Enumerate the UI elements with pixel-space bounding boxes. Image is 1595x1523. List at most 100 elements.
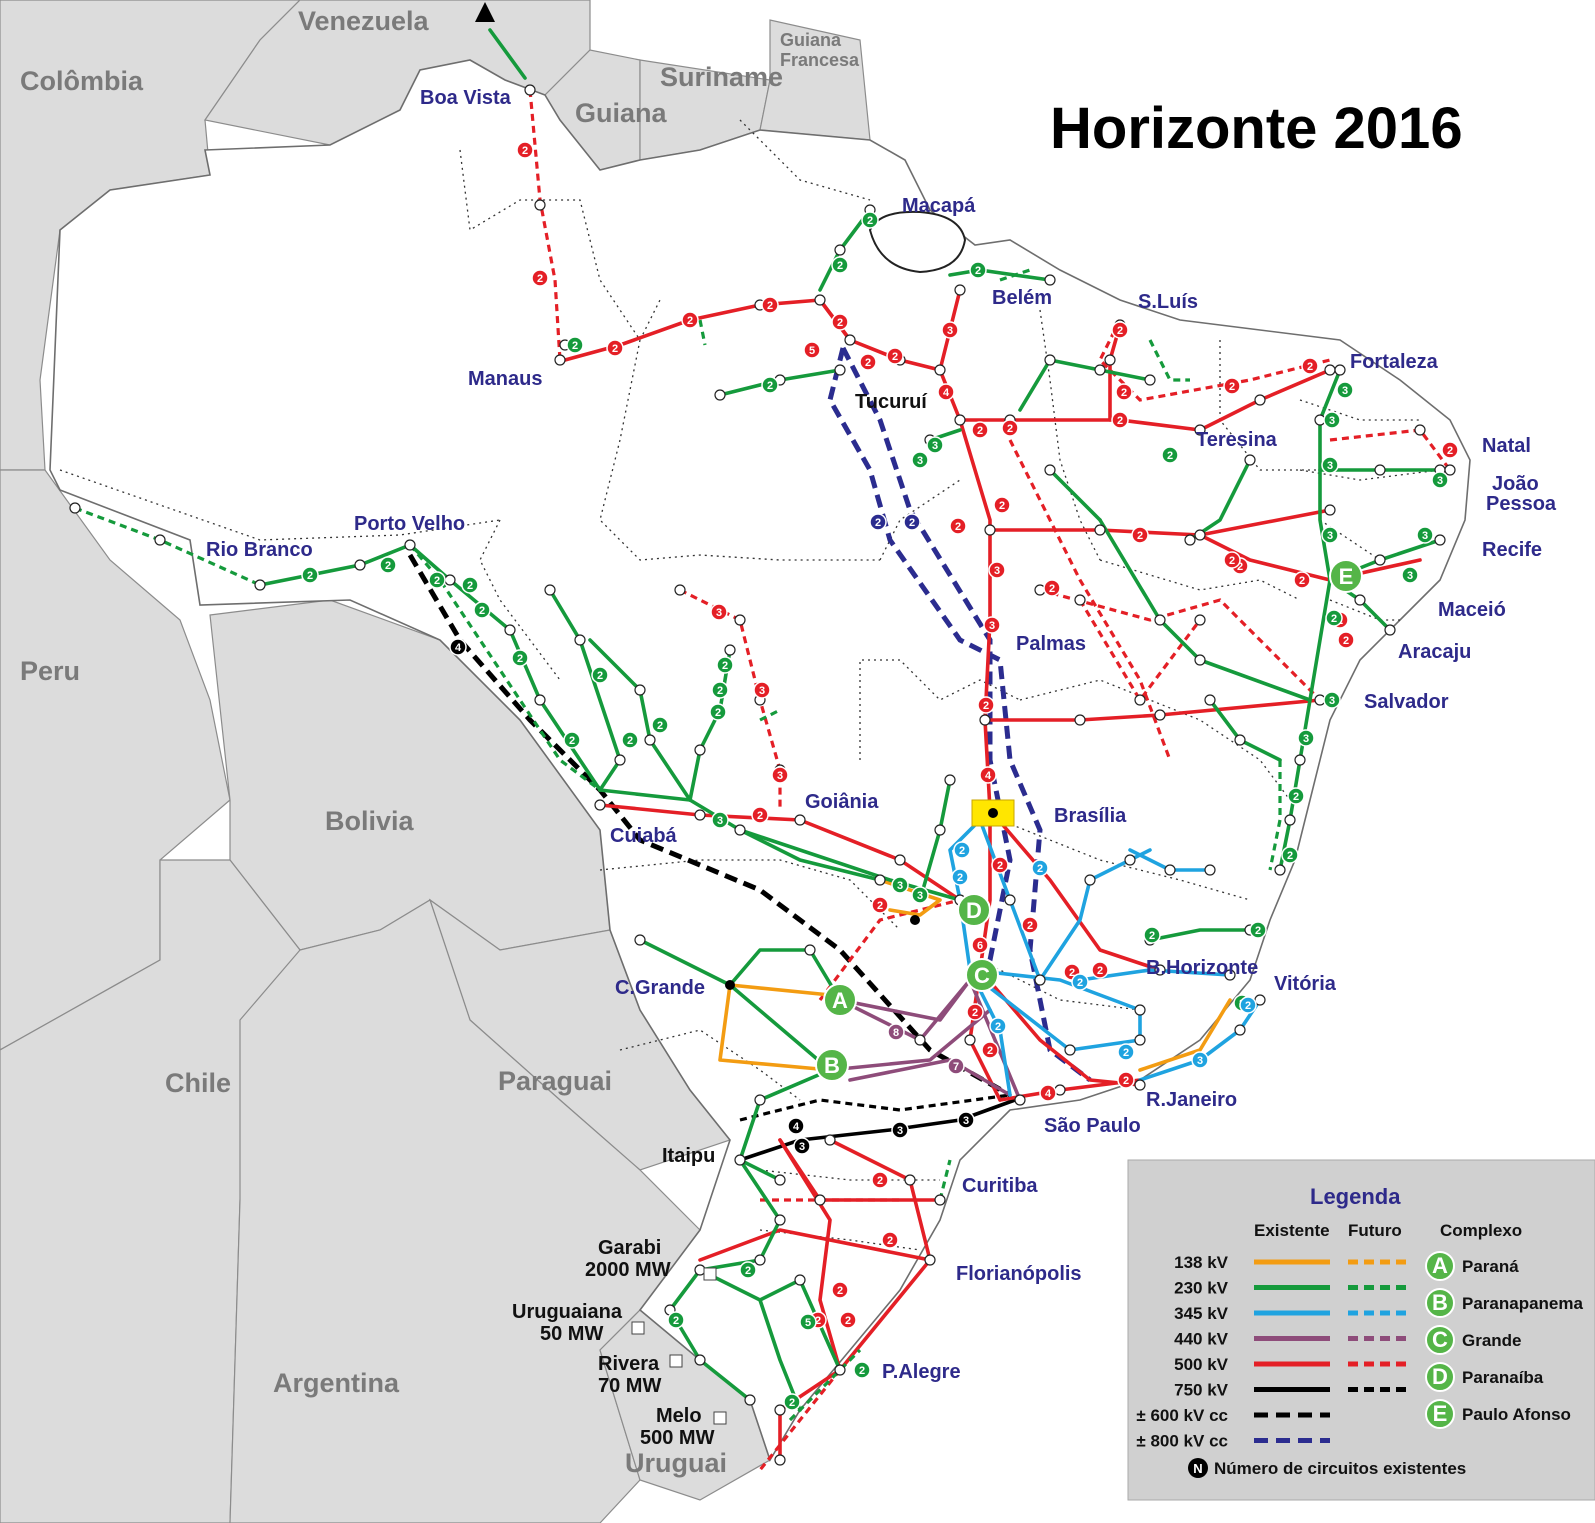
label-guiana: Guiana (575, 98, 668, 128)
circuit-badge: 3 (1321, 526, 1339, 544)
circuit-badge: 3 (710, 603, 728, 621)
circuit-badge-number: 2 (983, 700, 989, 712)
circuit-badge-number: 3 (994, 565, 1000, 577)
substation-node (734, 824, 746, 836)
circuit-badge-circle (301, 566, 319, 584)
circuit-badge-circle (859, 353, 877, 371)
substation-node (1094, 364, 1106, 376)
circuit-badge-circle (1111, 321, 1129, 339)
circuit-badge: 2 (853, 1361, 871, 1379)
legend-complex-icon (1425, 1399, 1455, 1429)
circuit-badge-number: 2 (1287, 850, 1293, 862)
circuit-badge: 3 (891, 876, 909, 894)
substation-node (634, 934, 646, 946)
circuit-badge: 4 (787, 1117, 805, 1135)
circuit-badge-circle (1249, 921, 1267, 939)
circuit-badge-number: 2 (1117, 325, 1123, 337)
city-macapa: Macapá (902, 195, 976, 217)
circuit-badge-circle (667, 1311, 685, 1329)
circuit-badge-circle (563, 731, 581, 749)
circuit-badge-circle (1039, 1084, 1057, 1102)
circuit-badge: 2 (711, 681, 729, 699)
circuit-badge-number: 2 (959, 845, 965, 857)
substation-node (404, 539, 416, 551)
legend-voltage-label: 750 kV (1174, 1381, 1229, 1400)
map-title: Horizonte 2016 (1050, 96, 1463, 161)
circuit-badge-circle (751, 806, 769, 824)
circuit-badge: 2 (993, 496, 1011, 514)
substation-node (354, 559, 366, 571)
substation-node (724, 644, 736, 656)
circuit-badge-circle (709, 703, 727, 721)
circuit-badge: 2 (783, 1393, 801, 1411)
circuit-badge-number: 4 (985, 770, 992, 782)
circuit-badge: 2 (953, 841, 971, 859)
circuit-badge-number: 3 (759, 685, 765, 697)
brasilia-dot (988, 808, 998, 818)
circuit-badge: 3 (911, 451, 929, 469)
circuit-badge: 3 (711, 811, 729, 829)
circuit-badge: 2 (566, 336, 584, 354)
circuit-badge-circle (853, 1361, 871, 1379)
substation-node (1274, 864, 1286, 876)
uruguaiana-converter-icon (631, 1321, 645, 1335)
city-joao: João (1492, 473, 1539, 495)
arrow-north-icon (475, 2, 495, 22)
city-boa-vista: Boa Vista (420, 87, 512, 109)
legend-complex-icon (1425, 1325, 1455, 1355)
circuit-badge-circle (871, 896, 889, 914)
legend-complex-name: Paranapanema (1462, 1294, 1583, 1313)
legend-complex-rows: A Paraná B Paranapanema C Grande D Paranaíba E Pa… (1425, 1251, 1583, 1429)
circuit-badge: 2 (761, 376, 779, 394)
substation-node (534, 694, 546, 706)
substation-node (894, 854, 906, 866)
circuit-badge-circle (1323, 411, 1341, 429)
complex-c-marker (965, 958, 999, 992)
circuit-badge: 3 (891, 1121, 909, 1139)
legend-circuit-icon (1188, 1458, 1208, 1478)
circuit-badge: 3 (771, 766, 789, 784)
substation-node (734, 1154, 746, 1166)
circuit-badge-number: 2 (479, 605, 485, 617)
circuit-badge-circle (473, 601, 491, 619)
circuit-badge: 2 (563, 731, 581, 749)
legend-complex-letter: C (1432, 1327, 1448, 1352)
circuit-badge-number: 2 (1245, 1000, 1251, 1012)
label-melo-2: 500 MW (640, 1427, 715, 1449)
marajo-island (868, 210, 967, 274)
circuit-badge: 2 (1161, 446, 1179, 464)
city-salvador: Salvador (1364, 691, 1449, 713)
circuit-badge-number: 4 (455, 642, 462, 654)
city-labels: Boa Vista Macapá Belém S.Luís Fortaleza … (206, 87, 1557, 1383)
circuit-badge-number: 2 (1229, 381, 1235, 393)
circuit-badge: 2 (859, 353, 877, 371)
label-bolivia: Bolivia (325, 806, 415, 836)
circuit-badge-circle (1297, 729, 1315, 747)
circuit-badge-circle (799, 1313, 817, 1331)
circuit-badge-number: 2 (569, 735, 575, 747)
circuit-badge-circle (739, 1261, 757, 1279)
substation-node (154, 534, 166, 546)
city-natal: Natal (1482, 435, 1531, 457)
substation-node (714, 389, 726, 401)
circuit-badge-circle (566, 336, 584, 354)
circuit-badge: 2 (1111, 411, 1129, 429)
circuit-badge: 2 (1441, 441, 1459, 459)
substation-node (1224, 969, 1236, 981)
label-colombia: Colômbia (20, 66, 144, 96)
city-cuiaba: Cuiabá (610, 825, 678, 847)
complex-b-marker (815, 1048, 849, 1082)
substation-node (754, 1094, 766, 1106)
complex-d-marker (957, 893, 991, 927)
circuit-badge-circle (449, 638, 467, 656)
circuit-badge-circle (1431, 471, 1449, 489)
substation-node (1014, 1094, 1026, 1106)
circuit-badge: 3 (1323, 691, 1341, 709)
circuit-badge-circle (1091, 961, 1109, 979)
circuit-badge: 2 (1115, 383, 1133, 401)
substation-node (754, 1254, 766, 1266)
circuit-badge: 2 (761, 296, 779, 314)
substation-node (744, 1394, 756, 1406)
circuit-badge-circle (953, 841, 971, 859)
complex-e-letter: E (1339, 564, 1354, 589)
